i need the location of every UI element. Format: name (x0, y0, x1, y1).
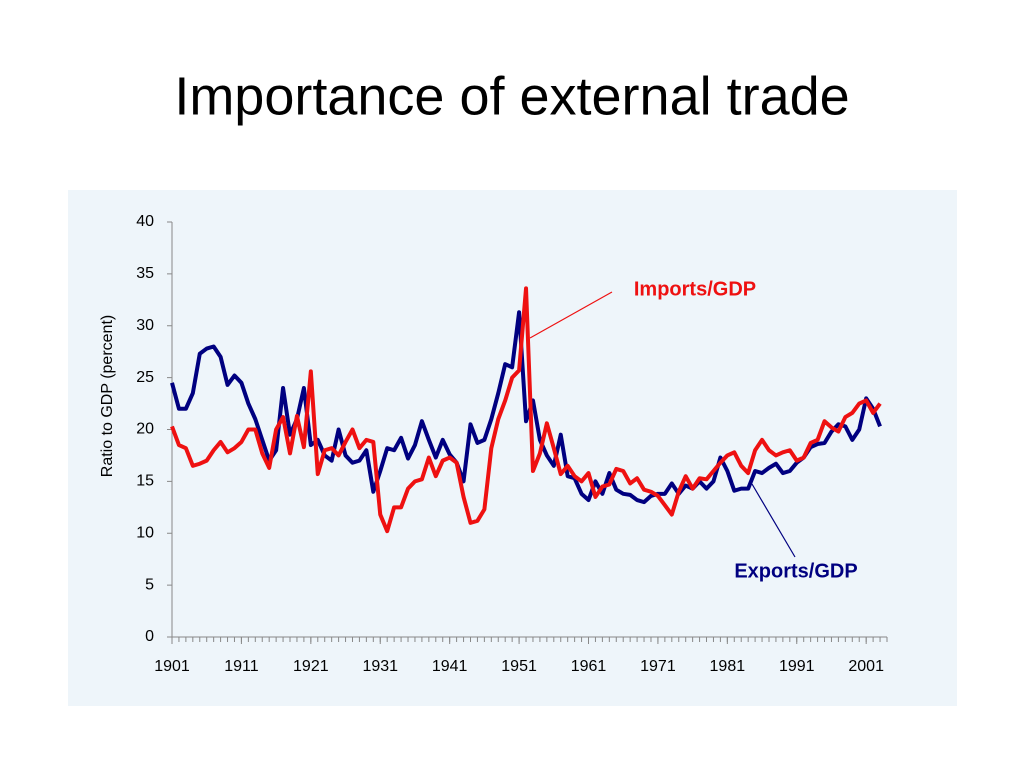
y-tick-label: 20 (136, 421, 154, 438)
annotation: Imports/GDP (634, 278, 756, 300)
leader-line (529, 291, 613, 339)
leader-line (751, 483, 796, 558)
x-tick-label: 1971 (640, 658, 676, 675)
x-tick-label: 1921 (293, 658, 329, 675)
x-tick-label: 1951 (501, 658, 537, 675)
y-tick-label: 25 (136, 369, 154, 386)
y-tick-label: 35 (136, 265, 154, 282)
x-tick-label: 2001 (848, 658, 884, 675)
y-tick-label: 30 (136, 317, 154, 334)
annotation: Exports/GDP (734, 560, 857, 582)
x-tick-label: 1961 (571, 658, 607, 675)
x-tick-label: 1981 (710, 658, 746, 675)
x-tick-label: 1941 (432, 658, 468, 675)
slide-title: Importance of external trade (174, 66, 849, 126)
x-tick-label: 1911 (224, 658, 259, 675)
y-tick-label: 10 (136, 524, 154, 541)
y-axis-label: Ratio to GDP (percent) (99, 315, 116, 477)
series-line (170, 310, 882, 505)
y-tick-label: 0 (145, 628, 154, 645)
x-tick-label: 1991 (779, 658, 815, 675)
chart-panel (68, 190, 957, 706)
y-tick-label: 15 (136, 473, 154, 490)
series-line (170, 286, 882, 534)
y-tick-label: 5 (145, 576, 154, 593)
y-tick-label: 40 (136, 213, 154, 230)
x-tick-label: 1901 (154, 658, 190, 675)
x-tick-label: 1931 (362, 658, 398, 675)
